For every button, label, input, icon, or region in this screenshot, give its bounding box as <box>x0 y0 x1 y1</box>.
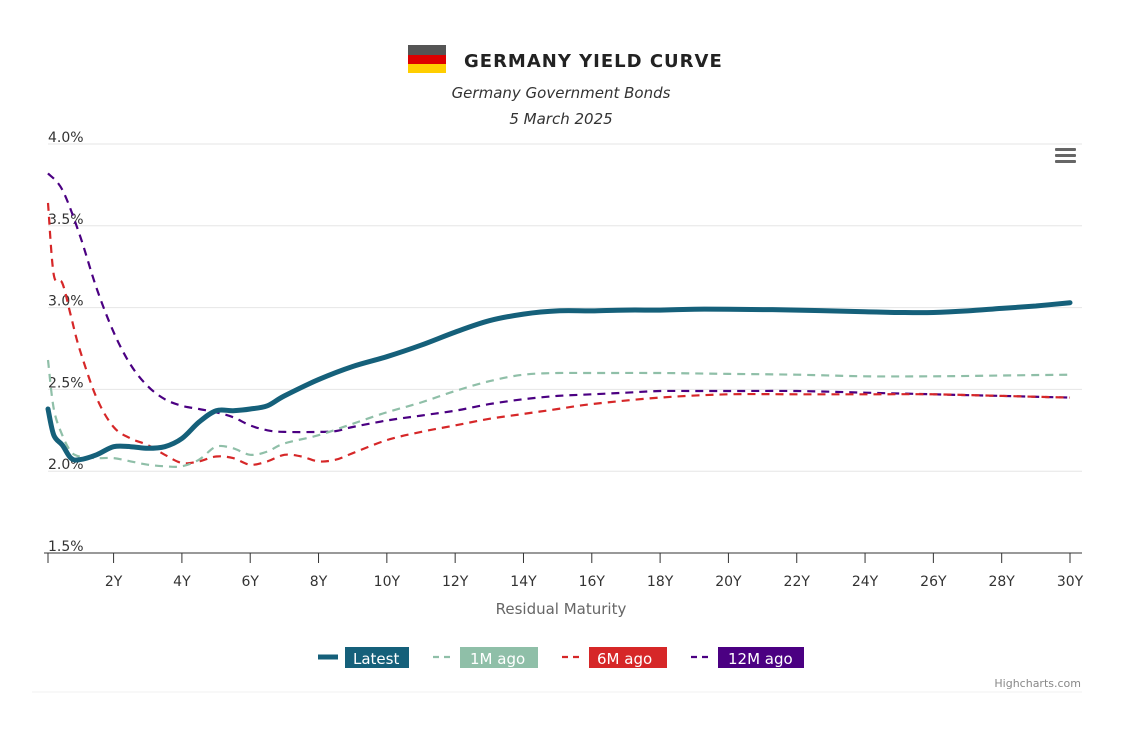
flag-stripe-gold <box>408 64 446 73</box>
legend-label-bg <box>345 647 409 668</box>
legend-label: 6M ago <box>597 650 652 668</box>
x-tick-label: 26Y <box>920 574 947 590</box>
y-tick-label: 4.0% <box>48 130 84 146</box>
x-tick-label: 22Y <box>784 574 811 590</box>
x-tick-label: 8Y <box>310 574 328 590</box>
legend-label-bg <box>718 647 804 668</box>
chart-date: 5 March 2025 <box>509 110 612 128</box>
x-tick-label: 2Y <box>105 574 123 590</box>
legend-label: 12M ago <box>728 650 793 668</box>
x-tick-label: 4Y <box>173 574 191 590</box>
legend-label: Latest <box>353 650 399 668</box>
legend-label: 1M ago <box>470 650 525 668</box>
x-tick-label: 14Y <box>510 574 537 590</box>
flag-stripe-red <box>408 55 446 64</box>
series-lines <box>45 172 1073 468</box>
y-tick-label: 3.5% <box>48 212 84 228</box>
legend-item-latest[interactable]: Latest <box>318 647 409 668</box>
legend-item-6m-ago[interactable]: 6M ago <box>562 647 667 668</box>
x-axis-title: Residual Maturity <box>496 600 627 618</box>
x-tick-label: 10Y <box>374 574 401 590</box>
y-tick-label: 1.5% <box>48 539 84 555</box>
gridlines <box>48 143 1082 472</box>
x-tick-label: 12Y <box>442 574 469 590</box>
x-tick-label: 6Y <box>241 574 259 590</box>
x-tick-label: 20Y <box>715 574 742 590</box>
x-tick-label: 16Y <box>579 574 606 590</box>
legend-item-1m-ago[interactable]: 1M ago <box>433 647 538 668</box>
series-line-1m-ago[interactable] <box>46 359 1071 468</box>
y-tick-label: 2.5% <box>48 375 84 391</box>
x-tick-label: 18Y <box>647 574 674 590</box>
y-tick-label: 3.0% <box>48 294 84 310</box>
germany-flag-icon <box>408 45 446 73</box>
x-tick-label: 30Y <box>1057 574 1084 590</box>
x-tick-label: 24Y <box>852 574 879 590</box>
x-axis: 2Y 4Y 6Y 8Y 10Y 12Y 14Y 16Y 18Y 20Y 22Y 24Y 26Y 28Y 30… <box>44 552 1084 590</box>
series-line-latest[interactable] <box>45 300 1073 463</box>
legend-label-bg <box>460 647 538 668</box>
credits-link[interactable]: Highcharts.com <box>994 677 1081 690</box>
legend-label-bg <box>589 647 667 668</box>
x-tick-label: 28Y <box>988 574 1015 590</box>
legend-item-12m-ago[interactable]: 12M ago <box>691 647 804 668</box>
legend: Latest 1M ago 6M ago 12M ago <box>318 647 804 668</box>
series-line-12m-ago[interactable] <box>47 172 1071 434</box>
series-line-6m-ago[interactable] <box>46 202 1071 466</box>
hamburger-menu-icon[interactable] <box>1050 142 1080 168</box>
chart-title: GERMANY YIELD CURVE <box>464 51 723 72</box>
y-axis-labels: 1.5%2.0%2.5%3.0%3.5%4.0% <box>48 130 84 555</box>
chart-subtitle: Germany Government Bonds <box>452 84 671 102</box>
flag-stripe-black <box>408 45 446 55</box>
